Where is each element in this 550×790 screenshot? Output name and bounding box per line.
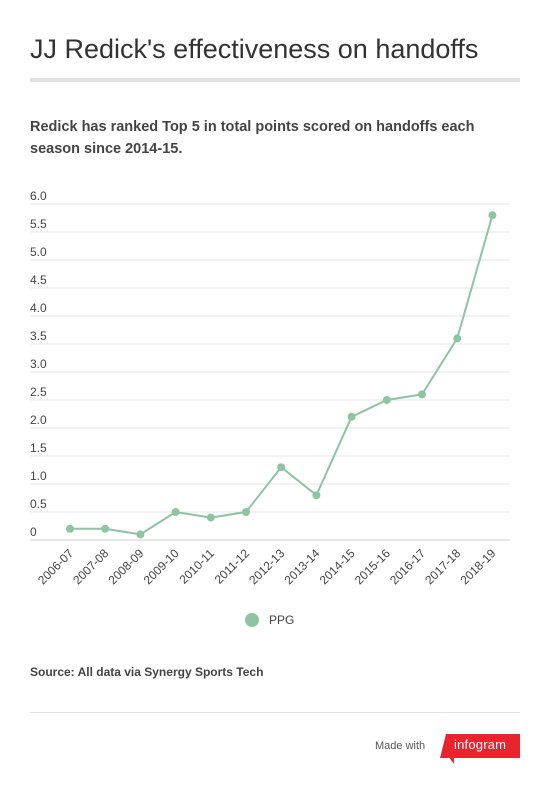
x-axis: 2006-072007-082008-092009-102010-112011-… xyxy=(35,546,499,587)
data-point[interactable] xyxy=(136,530,145,539)
data-point[interactable] xyxy=(206,513,215,522)
chart-subtitle: Redick has ranked Top 5 in total points … xyxy=(30,119,475,157)
x-tick-label: 2016-17 xyxy=(387,546,428,587)
legend-label-ppg: PPG xyxy=(269,613,295,627)
x-tick-label: 2009-10 xyxy=(141,546,182,587)
data-point[interactable] xyxy=(488,211,497,220)
data-point[interactable] xyxy=(242,508,250,516)
chart-title: JJ Redick's effectiveness on handoffs xyxy=(30,34,479,64)
title-divider xyxy=(30,78,520,82)
y-tick-label: 3.0 xyxy=(30,357,47,371)
y-tick-label: 0 xyxy=(30,525,37,539)
footer-divider xyxy=(30,712,520,713)
x-tick-label: 2007-08 xyxy=(70,546,111,587)
y-tick-label: 4.0 xyxy=(30,301,47,315)
legend[interactable]: PPG xyxy=(245,613,294,627)
x-tick-label: 2014-15 xyxy=(317,546,358,587)
x-tick-label: 2017-18 xyxy=(422,546,463,587)
x-tick-label: 2011-12 xyxy=(212,546,253,587)
data-point[interactable] xyxy=(101,524,110,533)
line-chart: 0 0.5 1.0 1.5 2.0 2.5 3.0 3.5 4.0 4.5 5.0 5.5 6.0 20… xyxy=(30,189,510,587)
y-tick-label: 1.5 xyxy=(30,441,47,455)
data-point[interactable] xyxy=(418,390,426,399)
data-point[interactable] xyxy=(277,463,286,472)
brand-badge-tail xyxy=(448,756,454,764)
data-point[interactable] xyxy=(347,412,356,421)
source-note: Source: All data via Synergy Sports Tech xyxy=(30,665,264,679)
y-tick-label: 6.0 xyxy=(30,189,47,203)
y-tick-label: 2.5 xyxy=(30,385,47,399)
made-with-label: Made with xyxy=(375,740,426,752)
x-tick-label: 2006-07 xyxy=(35,546,76,587)
y-tick-label: 2.0 xyxy=(30,413,47,427)
x-tick-label: 2010-11 xyxy=(177,546,218,587)
data-point[interactable] xyxy=(171,508,180,516)
series-line-ppg xyxy=(70,214,494,536)
y-tick-label: 1.0 xyxy=(30,469,47,483)
gridlines xyxy=(30,203,510,541)
y-tick-label: 3.5 xyxy=(30,329,47,343)
data-point[interactable] xyxy=(453,334,462,343)
brand-badge xyxy=(440,734,520,758)
y-tick-label: 0.5 xyxy=(30,497,47,511)
y-tick-label: 5.0 xyxy=(30,245,47,259)
x-tick-label: 2013-14 xyxy=(281,546,322,587)
data-point[interactable] xyxy=(312,491,321,500)
brand-name: infogram xyxy=(454,737,507,752)
x-tick-label: 2008-09 xyxy=(105,546,146,587)
y-tick-label: 4.5 xyxy=(30,273,47,287)
x-tick-label: 2018-19 xyxy=(457,546,498,587)
data-point[interactable] xyxy=(382,396,391,404)
data-point[interactable] xyxy=(66,524,74,533)
y-tick-label: 5.5 xyxy=(30,217,47,231)
x-tick-label: 2012-13 xyxy=(246,546,287,587)
data-points xyxy=(66,211,497,539)
x-tick-label: 2015-16 xyxy=(352,546,393,587)
infogram-logo[interactable]: infogram xyxy=(440,734,520,768)
y-axis: 0 0.5 1.0 1.5 2.0 2.5 3.0 3.5 4.0 4.5 5.0 5.5 6.0 xyxy=(30,189,47,539)
legend-swatch-ppg xyxy=(245,613,259,627)
